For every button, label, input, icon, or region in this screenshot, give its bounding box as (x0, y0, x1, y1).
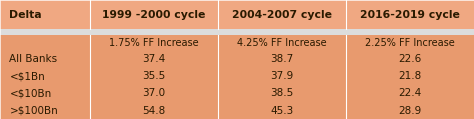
Text: 37.0: 37.0 (143, 88, 165, 98)
Text: All Banks: All Banks (9, 54, 58, 64)
Text: 2016-2019 cycle: 2016-2019 cycle (360, 10, 460, 20)
Text: 1.75% FF Increase: 1.75% FF Increase (109, 37, 199, 48)
Text: 38.5: 38.5 (270, 88, 294, 98)
Text: 4.25% FF Increase: 4.25% FF Increase (237, 37, 327, 48)
Text: 22.4: 22.4 (398, 88, 422, 98)
Bar (0, 0, 474, 29)
Text: 21.8: 21.8 (398, 71, 422, 81)
Text: <$10Bn: <$10Bn (9, 88, 52, 98)
Bar (0, 35, 474, 119)
Text: 2.25% FF Increase: 2.25% FF Increase (365, 37, 455, 48)
Text: 38.7: 38.7 (270, 54, 294, 64)
Text: 35.5: 35.5 (142, 71, 166, 81)
Text: 28.9: 28.9 (398, 106, 422, 116)
Text: 54.8: 54.8 (142, 106, 166, 116)
Text: 2004-2007 cycle: 2004-2007 cycle (232, 10, 332, 20)
Text: >$100Bn: >$100Bn (9, 106, 58, 116)
Text: <$1Bn: <$1Bn (9, 71, 45, 81)
Text: 45.3: 45.3 (270, 106, 294, 116)
Text: Delta: Delta (9, 10, 42, 20)
Text: 37.4: 37.4 (142, 54, 166, 64)
Bar (0, 29, 474, 35)
Text: 1999 -2000 cycle: 1999 -2000 cycle (102, 10, 206, 20)
Text: 37.9: 37.9 (270, 71, 294, 81)
Text: 22.6: 22.6 (398, 54, 422, 64)
